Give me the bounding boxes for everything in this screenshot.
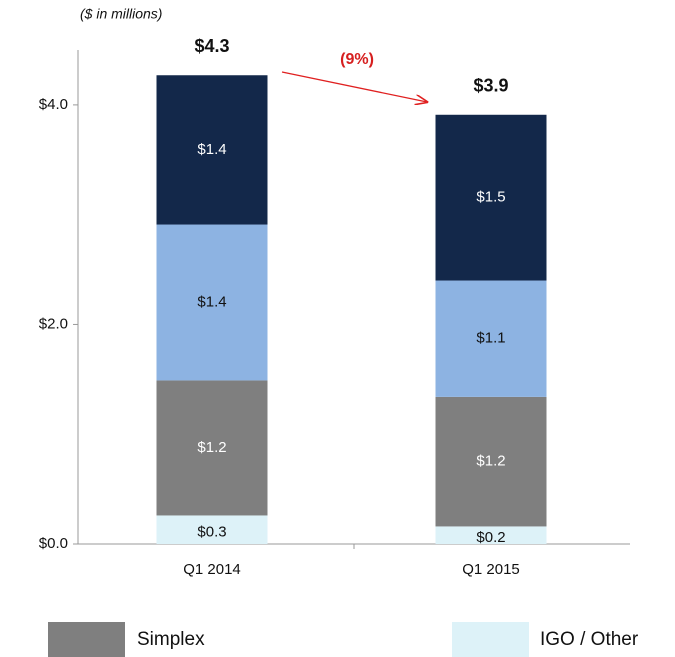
bar-segment (435, 280, 547, 397)
data-label: $1.4 (197, 141, 226, 158)
data-label: $1.4 (197, 293, 226, 310)
y-tick-label: $0.0 (39, 535, 68, 552)
change-arrow (281, 71, 427, 102)
legend-label: IGO / Other (540, 629, 639, 650)
change-label: (9%) (340, 51, 374, 68)
units-note: ($ in millions) (80, 6, 162, 22)
total-label: $4.3 (194, 36, 229, 56)
bar-segment (156, 224, 268, 381)
data-label: $1.5 (476, 189, 505, 206)
data-label: $0.3 (197, 524, 226, 541)
legend-swatch (48, 622, 125, 657)
bar-segment (156, 380, 268, 516)
data-label: $1.2 (197, 439, 226, 456)
bar-segment (435, 114, 547, 281)
x-tick-label: Q1 2015 (462, 561, 520, 578)
legend-swatch (452, 622, 529, 657)
data-label: $0.2 (476, 529, 505, 546)
y-tick-label: $2.0 (39, 315, 68, 332)
y-tick-label: $4.0 (39, 96, 68, 113)
bar-segment (435, 396, 547, 527)
bar-segment (156, 515, 268, 544)
legend-label: Simplex (137, 629, 205, 650)
total-label: $3.9 (473, 76, 508, 96)
bar-segment (156, 75, 268, 225)
data-label: $1.1 (476, 330, 505, 347)
bar-segment (435, 526, 547, 544)
x-tick-label: Q1 2014 (183, 561, 241, 578)
data-label: $1.2 (476, 453, 505, 470)
